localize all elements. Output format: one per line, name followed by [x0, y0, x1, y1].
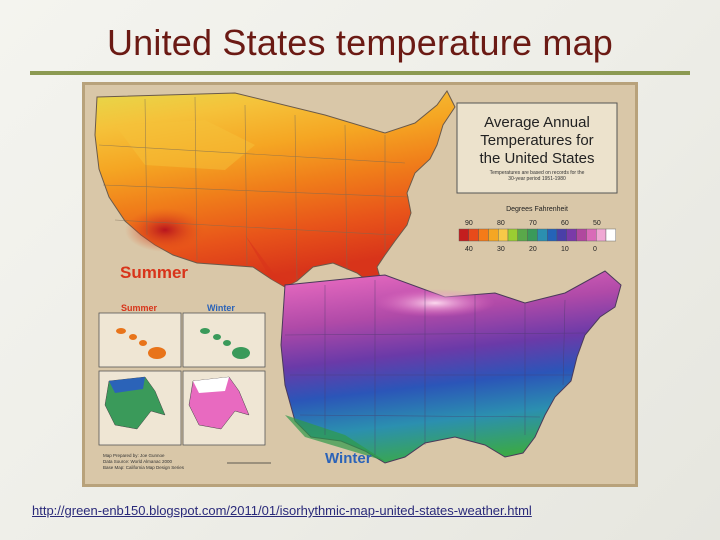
- title-divider: [30, 71, 690, 75]
- legend-swatch: [478, 228, 489, 242]
- legend-warm-label: 60: [561, 220, 569, 227]
- legend-warm-label: 80: [497, 220, 505, 227]
- map-heading-box: Average Annual Temperatures for the Unit…: [456, 102, 618, 194]
- legend-swatch: [468, 228, 479, 242]
- temperature-map-image: Summer Average Annual Temperatures for t…: [82, 82, 638, 487]
- map-heading-line3: the United States: [479, 150, 594, 167]
- hawaii-summer-inset: [98, 312, 182, 368]
- map-heading-note1: Temperatures are based on records for th…: [490, 170, 585, 176]
- legend-swatch: [556, 228, 568, 242]
- legend-swatch: [507, 228, 519, 242]
- summer-map-label: Summer: [120, 263, 188, 282]
- legend-swatch: [498, 228, 509, 242]
- legend-cool-label: 10: [561, 246, 569, 253]
- inset-winter-label: Winter: [207, 303, 235, 313]
- legend-swatch: [517, 228, 528, 242]
- map-heading-note2: 30-year period 1951-1980: [508, 176, 566, 182]
- legend-swatch: [458, 228, 470, 242]
- legend-warm-label: 90: [465, 220, 473, 227]
- legend-swatch: [605, 228, 617, 242]
- legend-swatch: [537, 228, 548, 242]
- legend-cool-label: 30: [497, 246, 505, 253]
- legend-swatch: [596, 228, 607, 242]
- map-heading-line1: Average Annual: [484, 114, 590, 131]
- legend-cool-label: 20: [529, 246, 537, 253]
- legend-swatch: [527, 228, 538, 242]
- legend-warm-label: 50: [593, 220, 601, 227]
- winter-us-map: [280, 270, 622, 464]
- credit-line1: Map Prepared by: Joe Gunnoe: [103, 453, 165, 458]
- credit-line3: Base Map: California Map Design Series: [103, 465, 185, 470]
- legend-swatch: [547, 228, 558, 242]
- legend-cool-label: 40: [465, 246, 473, 253]
- source-link[interactable]: http://green-enb150.blogspot.com/2011/01…: [32, 503, 532, 518]
- slide-title: United States temperature map: [106, 22, 614, 63]
- legend-swatch: [586, 228, 597, 242]
- summer-us-map: [94, 90, 456, 288]
- hawaii-winter-inset: [182, 312, 266, 368]
- legend-cool-label: 0: [593, 246, 597, 253]
- legend-title: Degrees Fahrenheit: [506, 206, 568, 213]
- credit-line2: Data Source: World Almanac 2000: [103, 459, 172, 464]
- legend-swatch: [566, 228, 577, 242]
- legend-swatch: [576, 228, 587, 242]
- temperature-legend: Degrees Fahrenheit 90 80 70 60 50 40 30 20 10 0: [458, 206, 617, 253]
- map-credits: Map Prepared by: Joe Gunnoe Data Source:…: [103, 453, 271, 470]
- inset-summer-label: Summer: [121, 303, 158, 313]
- legend-swatch: [488, 228, 499, 242]
- map-heading-line2: Temperatures for: [480, 132, 593, 149]
- winter-map-label: Winter: [325, 450, 372, 467]
- hawaii-alaska-insets: Summer Winter: [98, 303, 266, 446]
- legend-warm-label: 70: [529, 220, 537, 227]
